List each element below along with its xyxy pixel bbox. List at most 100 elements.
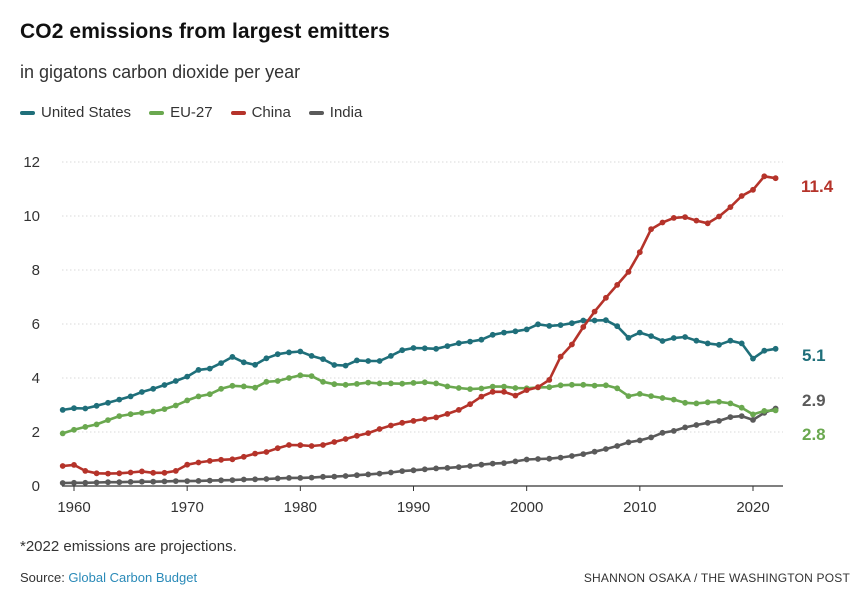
data-point-china [229, 456, 236, 463]
data-point-eu-27 [105, 417, 111, 423]
data-point-india [105, 479, 111, 486]
x-tick-label: 1960 [57, 499, 90, 516]
data-point-united-states [206, 365, 213, 372]
data-point-united-states [105, 399, 111, 406]
data-point-india [659, 429, 666, 436]
data-point-eu-27 [614, 385, 621, 392]
data-point-china [82, 468, 89, 474]
data-point-eu-27 [512, 385, 519, 391]
data-point-eu-27 [218, 385, 225, 392]
y-tick-label: 12 [23, 154, 40, 171]
data-point-eu-27 [172, 402, 179, 409]
data-point-china [727, 204, 734, 211]
data-point-eu-27 [569, 381, 575, 388]
x-tick-label: 1970 [170, 499, 203, 516]
data-point-eu-27 [297, 372, 304, 379]
data-point-eu-27 [444, 383, 451, 390]
data-point-india [388, 469, 394, 476]
data-point-india [455, 464, 462, 470]
data-point-united-states [354, 357, 360, 364]
data-point-china [670, 215, 677, 221]
data-point-eu-27 [410, 380, 417, 386]
data-point-india [229, 477, 236, 483]
data-point-china [116, 470, 123, 477]
data-point-eu-27 [501, 383, 507, 390]
data-point-china [693, 217, 700, 224]
data-point-eu-27 [682, 399, 688, 406]
data-point-eu-27 [240, 383, 247, 390]
grid-layer [62, 161, 783, 487]
series-line-united-states [61, 318, 777, 412]
data-point-eu-27 [252, 384, 258, 391]
data-point-india [670, 428, 677, 434]
data-point-india [580, 451, 587, 457]
data-point-eu-27 [603, 382, 609, 389]
data-point-china [489, 388, 496, 395]
legend: United States EU-27 China India [20, 104, 362, 121]
data-point-india [727, 414, 734, 420]
legend-swatch-china [230, 110, 246, 115]
y-tick-label: 6 [32, 316, 40, 333]
data-point-united-states [501, 329, 507, 336]
data-point-china [501, 388, 507, 395]
data-point-eu-27 [659, 395, 666, 401]
data-point-united-states [693, 337, 700, 344]
data-point-eu-27 [625, 393, 632, 399]
data-point-china [93, 470, 100, 477]
data-point-china [252, 450, 258, 457]
data-point-united-states [218, 360, 225, 366]
data-point-united-states [704, 340, 711, 347]
series-line-eu-27 [61, 373, 777, 435]
data-point-united-states [478, 336, 485, 343]
data-point-eu-27 [761, 408, 768, 414]
legend-item-china: China [230, 104, 291, 121]
data-point-eu-27 [308, 373, 315, 379]
data-point-united-states [195, 367, 202, 373]
data-point-eu-27 [670, 396, 677, 403]
data-point-china [150, 469, 157, 476]
data-point-china [738, 193, 745, 199]
data-point-eu-27 [478, 385, 485, 392]
data-point-china [127, 469, 134, 476]
legend-item-eu: EU-27 [149, 104, 213, 121]
data-point-india [512, 458, 519, 465]
end-label-layer: 11.4 5.1 2.9 2.8 [801, 177, 834, 444]
data-point-united-states [184, 373, 191, 380]
data-point-eu-27 [580, 381, 587, 388]
data-point-india [501, 460, 507, 466]
data-point-india [342, 473, 349, 479]
series-line-india [61, 407, 777, 485]
source-prefix: Source: [20, 570, 69, 585]
data-point-india [195, 478, 202, 484]
data-point-eu-27 [274, 378, 281, 384]
data-point-united-states [670, 335, 677, 341]
data-point-india [127, 479, 134, 485]
data-point-india [591, 448, 598, 455]
data-point-eu-27 [648, 393, 654, 399]
source-link[interactable]: Global Carbon Budget [68, 570, 198, 585]
data-point-united-states [263, 355, 270, 362]
credit-line: SHANNON OSAKA / THE WASHINGTON POST [583, 571, 850, 585]
chart-subtitle: in gigatons carbon dioxide per year [20, 62, 301, 82]
data-point-united-states [716, 341, 722, 348]
data-point-united-states [535, 321, 541, 328]
data-point-united-states [557, 322, 564, 328]
data-point-china [467, 401, 473, 408]
data-point-india [467, 463, 473, 469]
data-point-eu-27 [489, 383, 496, 390]
data-point-united-states [761, 347, 768, 354]
data-point-india [365, 471, 372, 478]
data-point-india [172, 478, 179, 484]
data-point-united-states [297, 348, 304, 355]
data-point-india [636, 437, 643, 444]
data-point-china [263, 449, 270, 455]
data-point-china [161, 469, 168, 476]
data-point-india [274, 475, 281, 482]
data-point-eu-27 [195, 393, 202, 400]
data-point-china [648, 226, 654, 233]
data-point-eu-27 [693, 400, 700, 407]
axis-layer: 0 2 4 6 8 10 12 1960 1970 1980 1990 2000 2010 2020 [23, 154, 769, 516]
legend-label-china: China [251, 104, 291, 121]
data-point-united-states [523, 326, 530, 333]
data-point-china [410, 418, 417, 424]
